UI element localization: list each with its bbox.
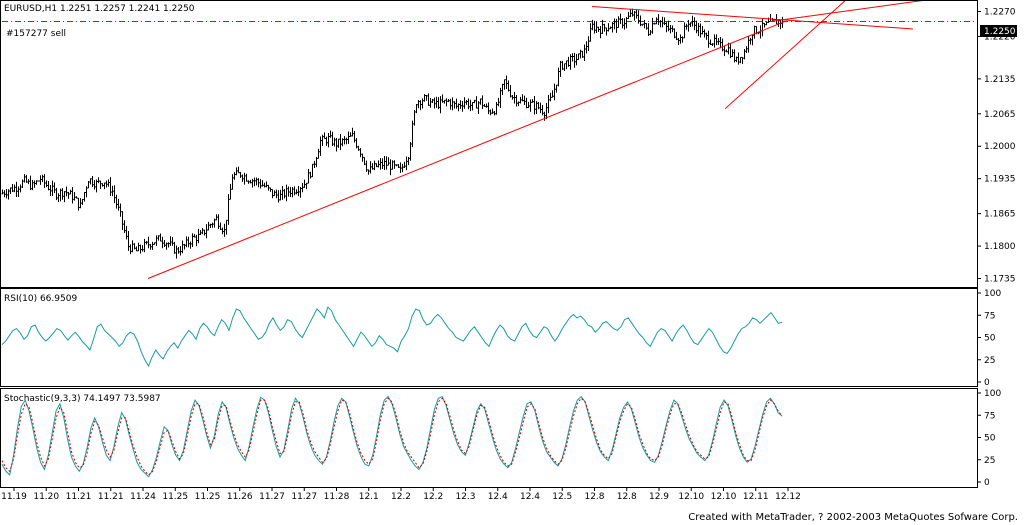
price-y-tick-label: 1.1935 [984,175,1016,185]
time-tick-label: 11.19 [1,492,27,502]
price-y-tick-label: 1.1865 [984,210,1016,220]
stoch-y-tick-label: 50 [984,434,996,444]
trendline-1[interactable] [147,21,786,279]
rsi-y-tick-label: 100 [984,289,1001,299]
price-y-tick-label: 1.1735 [984,275,1016,285]
time-tick-label: 12.2 [391,492,411,502]
stochastic-panel-frame [0,388,978,488]
current-price-label: 1.2250 [984,27,1016,37]
time-tick-label: 12.12 [775,492,801,502]
stoch-y-tick-label: 100 [984,389,1001,399]
price-bars-layer [1,8,976,259]
order-label: #157277 sell [6,29,66,39]
price-y-tick-label: 1.2220 [984,32,1016,42]
time-tick-label: 11.25 [195,492,221,502]
time-tick-label: 11.24 [130,492,156,502]
stoch-series-1 [1,395,783,478]
stoch-series-2 [1,397,783,476]
trendline-3[interactable] [724,0,858,110]
price-y-tick-label: 1.2000 [984,142,1016,152]
current-price-tag [980,25,1017,37]
rsi-series-layer [1,306,783,368]
price-y-tick-label: 1.2270 [984,7,1016,17]
trendline-4[interactable] [769,0,1024,22]
trendlines-layer [147,0,1024,279]
time-tick-label: 11.27 [291,492,317,502]
stochastic-panel-header: Stochastic(9,3,3) 74.1497 73.5987 [4,394,161,404]
time-tick-label: 11.21 [66,492,92,502]
time-tick-label: 12.11 [743,492,769,502]
time-tick-label: 12.10 [711,492,737,502]
rsi-series-1 [1,306,783,368]
rsi-panel-frame [0,288,978,387]
time-tick-label: 11.26 [227,492,253,502]
rsi-y-tick-label: 25 [984,356,995,366]
time-tick-label: 12.5 [552,492,572,502]
rsi-y-tick-label: 0 [984,378,990,388]
price-y-tick-label: 1.2065 [984,110,1016,120]
time-tick-label: 12.8 [584,492,604,502]
price-panel-header: EURUSD,H1 1.2251 1.2257 1.2241 1.2250 [4,4,195,14]
time-tick-label: 11.28 [324,492,350,502]
rsi-y-tick-label: 75 [984,311,995,321]
stoch-y-tick-label: 0 [984,478,990,488]
time-tick-label: 11.21 [98,492,124,502]
trendline-2[interactable] [591,5,914,30]
stochastic-series-layer [1,395,783,478]
price-panel-frame [0,0,978,288]
stoch-y-tick-label: 75 [984,411,995,421]
time-tick-label: 12.4 [520,492,540,502]
footer-credit: Created with MetaTrader, ? 2002-2003 Met… [688,512,1018,523]
time-tick-label: 12.9 [649,492,669,502]
time-tick-label: 12.2 [423,492,443,502]
stoch-y-tick-label: 25 [984,456,995,466]
time-tick-label: 12.1 [359,492,379,502]
price-y-tick-label: 1.2135 [984,75,1016,85]
price-y-tick-label: 1.1800 [984,242,1016,252]
time-tick-label: 11.25 [162,492,188,502]
time-tick-label: 11.20 [33,492,59,502]
rsi-y-tick-label: 50 [984,334,996,344]
time-tick-label: 11.27 [259,492,285,502]
time-tick-label: 12.3 [455,492,475,502]
rsi-panel-header: RSI(10) 66.9509 [4,294,77,304]
time-tick-label: 12.10 [678,492,704,502]
axis-labels-layer: 1.2270 1.2220 1.2135 1.2065 1.2000 1.1935 1.18… [1,7,1016,502]
time-tick-label: 12.4 [488,492,508,502]
time-tick-label: 12.8 [617,492,637,502]
